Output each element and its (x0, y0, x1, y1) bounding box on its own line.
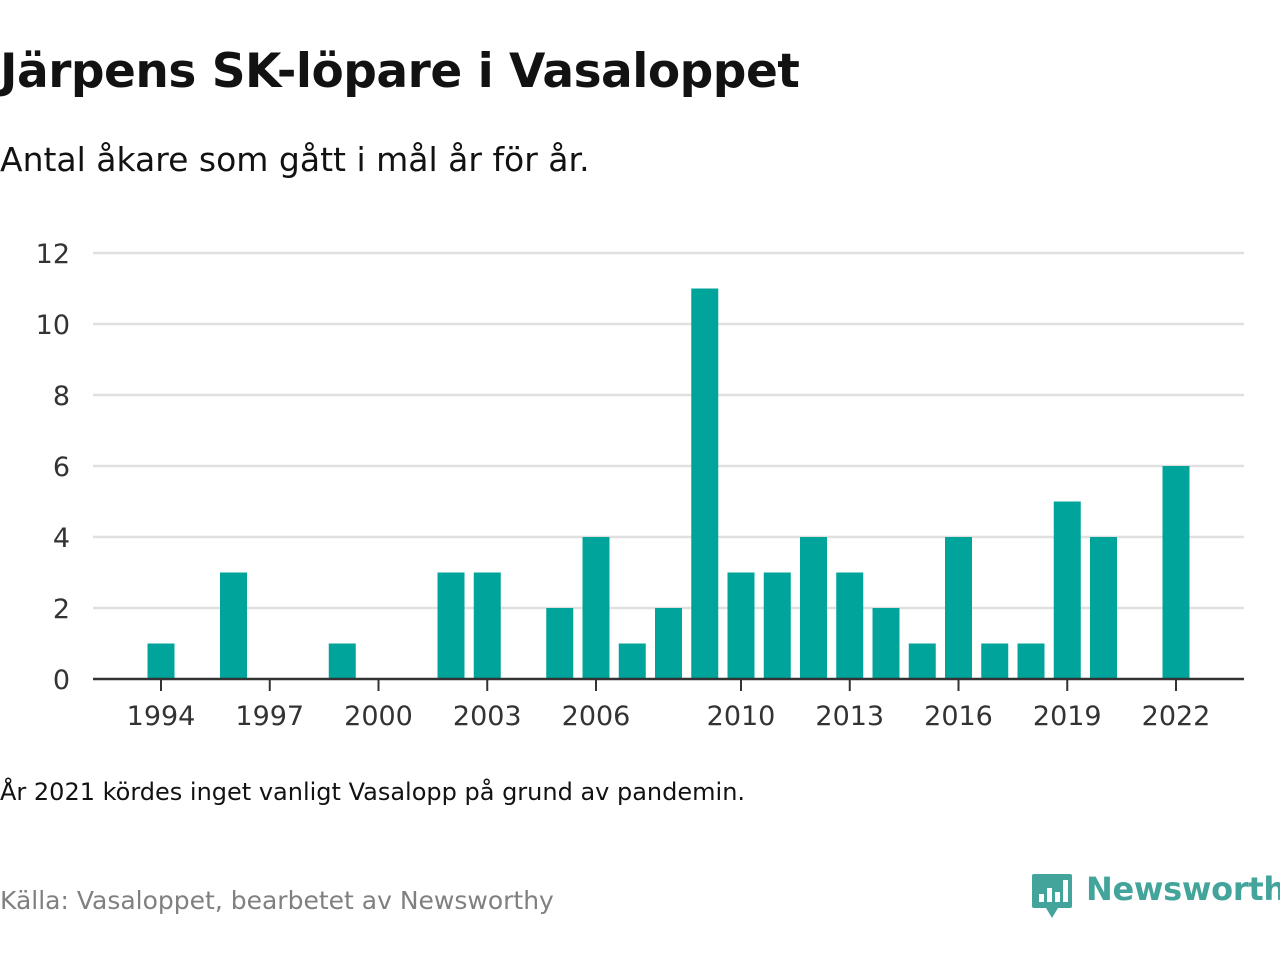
y-tick-label: 10 (36, 310, 70, 341)
chart-title: Järpens SK-löpare i Vasaloppet (0, 44, 800, 99)
bar-2006 (582, 537, 610, 679)
x-tick-label: 2006 (562, 701, 631, 732)
bar-2009 (691, 288, 719, 679)
y-tick-label: 12 (36, 239, 70, 270)
brand-name: Newsworthy (1086, 870, 1280, 908)
x-tick-label: 1997 (235, 701, 304, 732)
newsworthy-brand[interactable]: Newsworthy (1030, 866, 1280, 920)
chart-subtitle: Antal åkare som gått i mål år för år. (0, 140, 590, 179)
bar-1999 (328, 643, 356, 679)
bar-2015 (908, 643, 936, 679)
bar-1994 (147, 643, 175, 679)
bars (147, 288, 1190, 679)
x-tick-label: 2003 (453, 701, 522, 732)
y-tick-label: 6 (53, 452, 70, 483)
y-tick-label: 0 (53, 665, 70, 696)
x-tick-label: 2013 (815, 701, 884, 732)
bar-2007 (618, 643, 646, 679)
x-tick-label: 1994 (127, 701, 196, 732)
bar-2008 (655, 608, 682, 679)
x-tick-label: 2019 (1033, 701, 1102, 732)
bar-2003 (473, 572, 501, 679)
bar-1996 (220, 572, 247, 679)
x-tick-label: 2010 (707, 701, 776, 732)
x-tick-label: 2022 (1142, 701, 1211, 732)
newsworthy-logo-icon (1032, 874, 1072, 918)
y-tick-label: 8 (53, 381, 70, 412)
bar-2013 (836, 572, 864, 679)
bar-2011 (763, 572, 791, 679)
bar-2014 (872, 608, 900, 679)
x-tick-label: 2016 (924, 701, 993, 732)
x-tick-label: 2000 (344, 701, 413, 732)
bar-2019 (1053, 501, 1081, 679)
y-tick-label: 2 (53, 594, 70, 625)
chart-note: År 2021 kördes inget vanligt Vasalopp på… (0, 778, 746, 806)
bar-2016 (945, 537, 972, 679)
bar-2012 (800, 537, 827, 679)
bar-2022 (1162, 466, 1190, 679)
x-axis-ticks: 1994 1997 2000 2003 2006 2010 2013 2016 2019 2022 (127, 679, 1211, 732)
y-axis-ticks: 0 2 4 6 8 10 12 (36, 239, 70, 696)
y-tick-label: 4 (53, 523, 70, 554)
bar-2020 (1090, 537, 1117, 679)
source-text: Källa: Vasaloppet, bearbetet av Newswort… (0, 886, 554, 915)
bar-2002 (437, 572, 465, 679)
bar-2010 (727, 572, 755, 679)
bar-2017 (981, 643, 1009, 679)
gridlines (93, 251, 1244, 610)
bar-2018 (1017, 643, 1045, 679)
bar-2005 (546, 608, 574, 679)
bar-chart: 0 2 4 6 8 10 12 1994 1997 2000 2003 2006 2010 2013 20… (36, 239, 1244, 732)
